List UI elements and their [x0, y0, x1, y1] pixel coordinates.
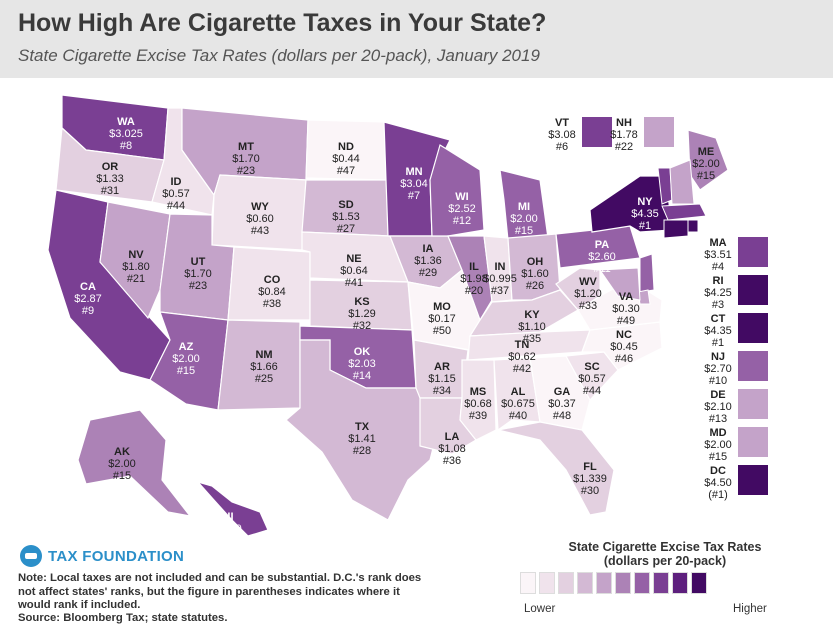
- sidebar-swatch-nj: [738, 351, 768, 381]
- sidebar-label-dc: DC $4.50 (#1): [704, 465, 732, 501]
- footnote: Note: Local taxes are not included and c…: [18, 572, 422, 611]
- state-label-wa: WA $3.025 #8: [109, 116, 143, 152]
- state-label-co: CO $0.84 #38: [258, 274, 286, 310]
- page-title: How High Are Cigarette Taxes in Your Sta…: [18, 9, 547, 37]
- sidebar-label-ma: MA $3.51 #4: [704, 237, 732, 273]
- state-label-ny: NY $4.35 #1: [631, 196, 659, 232]
- state-label-ks: KS $1.29 #32: [348, 296, 376, 332]
- state-label-sd: SD $1.53 #27: [332, 199, 360, 235]
- state-label-me: ME $2.00 #15: [692, 146, 720, 182]
- state-label-la: LA $1.08 #36: [438, 431, 466, 467]
- sidebar-swatch-ri: [738, 275, 768, 305]
- sidebar-label-nj: NJ $2.70 #10: [704, 351, 732, 387]
- state-label-nd: ND $0.44 #47: [332, 141, 360, 177]
- state-tx: [285, 339, 441, 521]
- legend-swatch-c4: [577, 572, 593, 594]
- state-label-id: ID $0.57 #44: [162, 176, 190, 212]
- state-ma: [661, 203, 707, 221]
- us-map: WA $3.025 #8 OR $1.33 #31 CA $2.87 #9 NV $1.80 #21 I…: [47, 94, 729, 540]
- state-label-va: VA $0.30 #49: [612, 291, 640, 327]
- state-label-wv: WV $1.20 #33: [574, 276, 602, 312]
- state-label-mi: MI $2.00 #15: [510, 201, 538, 237]
- legend-swatch-c6: [615, 572, 631, 594]
- state-fl: [497, 421, 615, 516]
- state-label-ne: NE $0.64 #41: [340, 253, 368, 289]
- state-ga: [529, 355, 591, 431]
- header-banner: [0, 0, 833, 78]
- state-wy: [211, 174, 307, 251]
- state-label-wy: WY $0.60 #43: [246, 201, 274, 237]
- sidebar-swatch-dc: [738, 465, 768, 495]
- sidebar-label-de: DE $2.10 #13: [704, 389, 732, 425]
- state-label-or: OR $1.33 #31: [96, 161, 124, 197]
- state-label-mt: MT $1.70 #23: [232, 141, 260, 177]
- legend-swatch-c9: [672, 572, 688, 594]
- state-ak: [77, 409, 192, 517]
- legend-swatch-c7: [634, 572, 650, 594]
- legend-high-label: Higher: [733, 603, 767, 615]
- state-label-pa: PA $2.60 #11: [588, 239, 616, 275]
- state-nh: [669, 159, 695, 205]
- sidebar-swatch-ma: [738, 237, 768, 267]
- state-label-il: IL $1.98 #20: [460, 261, 488, 297]
- callout-label-nh: NH $1.78 #22: [610, 117, 638, 153]
- state-label-nc: NC $0.45 #46: [610, 329, 638, 365]
- state-ri: [687, 219, 699, 233]
- state-label-nv: NV $1.80 #21: [122, 249, 150, 285]
- state-label-ok: OK $2.03 #14: [348, 346, 376, 382]
- state-label-tn: TN $0.62 #42: [508, 339, 536, 375]
- state-label-ca: CA $2.87 #9: [74, 281, 102, 317]
- state-label-hi: HI$3.20#5: [214, 511, 242, 540]
- state-nj: [639, 253, 655, 293]
- state-label-oh: OH $1.60 #26: [521, 256, 549, 292]
- sidebar-label-ct: CT $4.35 #1: [704, 313, 732, 349]
- state-label-ms: MS $0.68 #39: [464, 386, 492, 422]
- sidebar-swatch-ct: [738, 313, 768, 343]
- state-label-ky: KY $1.10 #35: [518, 309, 546, 345]
- legend-swatch-c10: [691, 572, 707, 594]
- legend-swatch-c5: [596, 572, 612, 594]
- state-al: [493, 357, 541, 432]
- state-label-nm: NM $1.66 #25: [250, 349, 278, 385]
- state-label-mn: MN $3.04 #7: [400, 166, 428, 202]
- state-label-tx: TX $1.41 #28: [348, 421, 376, 457]
- sidebar-swatch-md: [738, 427, 768, 457]
- state-nv: [99, 201, 171, 320]
- state-hi: [196, 480, 269, 537]
- source-line: Source: Bloomberg Tax; state statutes.: [18, 612, 228, 624]
- callout-label-vt: VT $3.08 #6: [548, 117, 576, 153]
- legend-swatch-c2: [539, 572, 555, 594]
- state-label-ak: AK $2.00 #15: [108, 446, 136, 482]
- page-subtitle: State Cigarette Excise Tax Rates (dollar…: [18, 46, 540, 65]
- callout-swatch-nh: [644, 117, 674, 147]
- state-label-ar: AR $1.15 #34: [428, 361, 456, 397]
- state-label-fl: FL $1.339 #30: [573, 461, 607, 497]
- state-label-ga: GA $0.37 #48: [548, 386, 576, 422]
- callout-swatch-vt: [582, 117, 612, 147]
- legend-scale: [520, 572, 707, 594]
- state-ny: [589, 175, 673, 233]
- tax-foundation-logo: TAX FOUNDATION: [20, 545, 184, 567]
- legend-swatch-c3: [558, 572, 574, 594]
- state-ct: [663, 219, 689, 239]
- state-label-ia: IA $1.36 #29: [414, 243, 442, 279]
- state-label-in: IN $0.995 #37: [483, 261, 517, 297]
- state-label-al: AL $0.675 #40: [501, 386, 535, 422]
- sidebar-swatch-de: [738, 389, 768, 419]
- state-label-sc: SC $0.57 #44: [578, 361, 606, 397]
- legend-low-label: Lower: [524, 603, 556, 615]
- sidebar-label-md: MD $2.00 #15: [704, 427, 732, 463]
- state-md: [599, 267, 641, 301]
- state-wv: [555, 267, 601, 311]
- state-label-mo: MO $0.17 #50: [428, 301, 456, 337]
- state-label-ut: UT $1.70 #23: [184, 256, 212, 292]
- legend-swatch-c1: [520, 572, 536, 594]
- legend-title: State Cigarette Excise Tax Rates (dollar…: [568, 540, 762, 568]
- state-label-wi: WI $2.52 #12: [448, 191, 476, 227]
- legend-swatch-c8: [653, 572, 669, 594]
- state-label-az: AZ $2.00 #15: [172, 341, 200, 377]
- sidebar-label-ri: RI $4.25 #3: [704, 275, 732, 311]
- logo-mark-icon: [20, 545, 42, 567]
